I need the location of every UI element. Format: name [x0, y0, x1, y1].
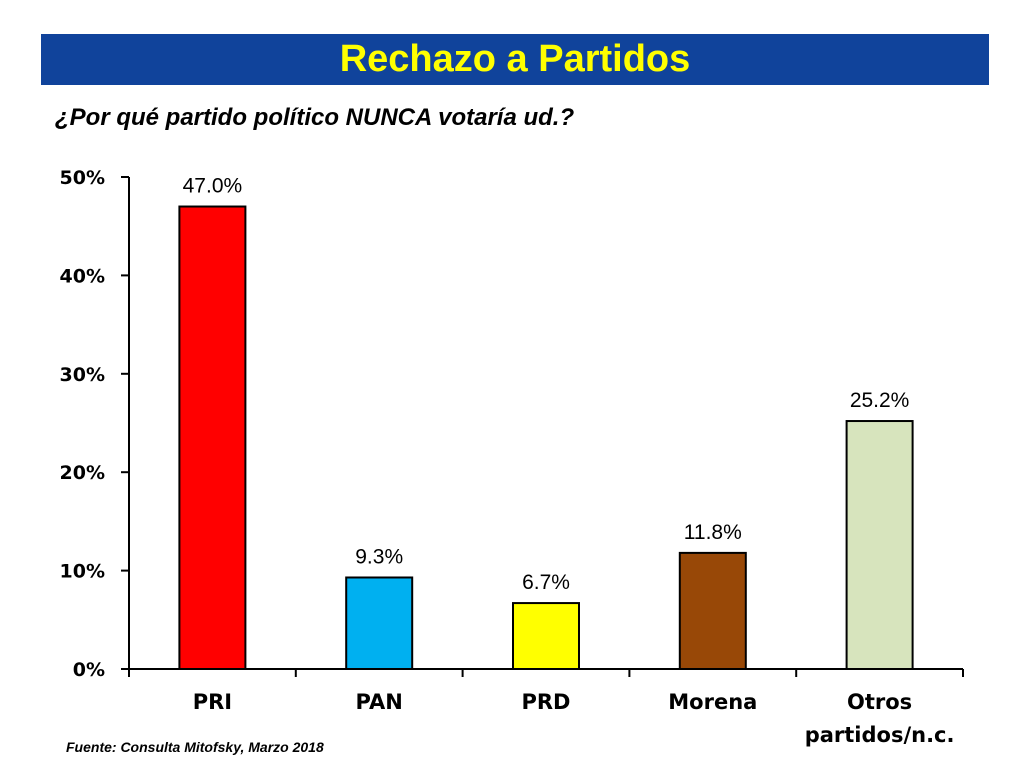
data-label: 25.2%	[850, 389, 910, 412]
bar	[845, 420, 914, 671]
bar	[678, 551, 747, 670]
category-label: PAN	[356, 690, 403, 714]
data-label: 6.7%	[522, 571, 570, 594]
category-label: PRI	[193, 690, 232, 714]
bar	[345, 576, 414, 670]
category-label: partidos/n.c.	[805, 723, 955, 747]
bar	[512, 602, 580, 671]
category-label: Morena	[668, 690, 757, 714]
y-tick-label: 40%	[60, 265, 105, 287]
data-label: 47.0%	[183, 175, 243, 198]
category-label: Otros	[847, 690, 912, 714]
data-label: 11.8%	[684, 521, 742, 544]
category-label: PRD	[522, 690, 571, 714]
y-tick-label: 0%	[73, 659, 105, 681]
y-tick-label: 20%	[60, 462, 105, 484]
chart-subtitle: ¿Por qué partido político NUNCA votaría …	[55, 104, 575, 131]
source-note: Fuente: Consulta Mitofsky, Marzo 2018	[66, 739, 324, 755]
bar	[178, 205, 247, 671]
y-tick-label: 30%	[60, 364, 105, 386]
y-tick-label: 50%	[60, 167, 105, 189]
data-label: 9.3%	[355, 545, 403, 568]
page-title: Rechazo a Partidos	[339, 38, 691, 80]
title-banner: Rechazo a Partidos	[41, 34, 989, 85]
y-tick-label: 10%	[60, 561, 105, 583]
